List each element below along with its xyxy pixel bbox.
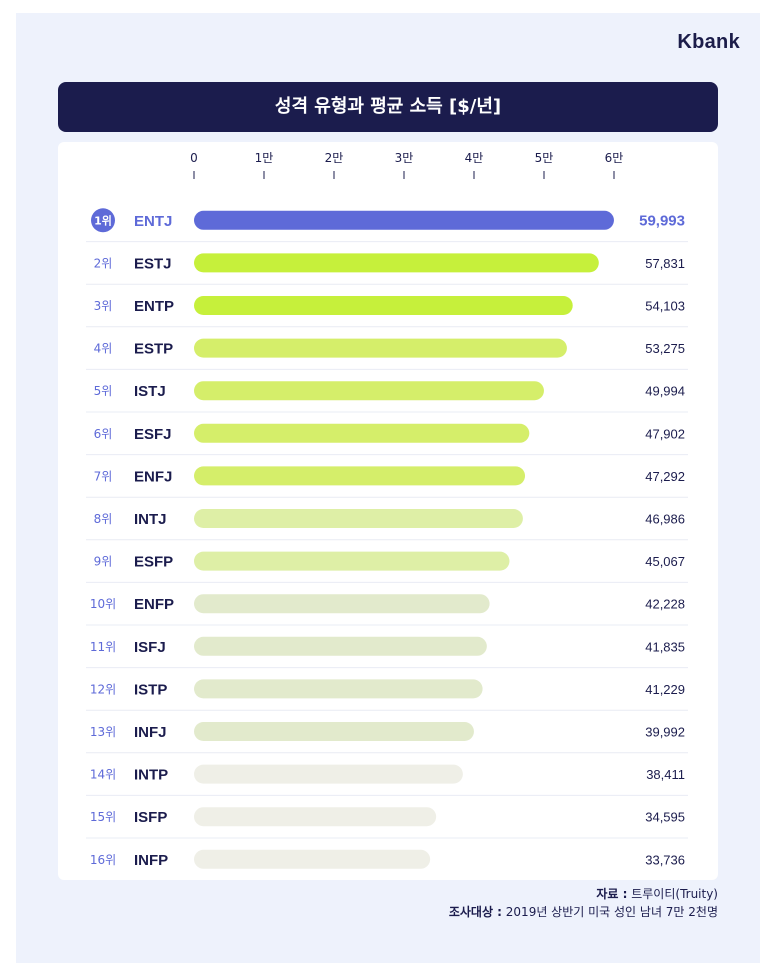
value-label: 33,736 (645, 852, 685, 867)
bar (194, 679, 483, 699)
source-line: 자료 : 트루이티(Truity) (449, 885, 718, 903)
rank-label: 8위 (94, 512, 113, 526)
bar (194, 253, 599, 273)
x-tick-label: 5만 (535, 151, 554, 165)
rank-label: 9위 (94, 555, 113, 569)
bar (194, 210, 614, 230)
value-label: 47,292 (645, 469, 685, 484)
chart-card: 0 1만 2만 3만 4만 5만 6만 1위 ENTJ 59,993 2위 ESTJ 57,831 3위 E… (58, 142, 718, 880)
bar (194, 423, 530, 443)
bar (194, 636, 487, 656)
category-label: ISFJ (134, 639, 166, 656)
category-label: ESFJ (134, 426, 172, 443)
category-label: ENFP (134, 596, 174, 613)
bar (194, 551, 510, 571)
category-label: INFP (134, 852, 168, 869)
rank-label: 15위 (90, 810, 116, 824)
value-label: 46,986 (645, 512, 685, 527)
bar (194, 466, 526, 486)
category-label: ENTJ (134, 213, 172, 230)
value-label: 39,992 (645, 725, 685, 740)
rank-label: 1위 (94, 214, 112, 227)
source-label: 자료 : (596, 887, 628, 901)
source-note: 자료 : 트루이티(Truity) 조사대상 : 2019년 상반기 미국 성인… (449, 885, 718, 921)
x-tick-label: 2만 (325, 151, 344, 165)
x-tick-label: 6만 (605, 151, 624, 165)
chart-title: 성격 유형과 평균 소득 [$/년] (274, 96, 502, 117)
survey-line: 조사대상 : 2019년 상반기 미국 성인 남녀 7만 2천명 (449, 903, 718, 921)
bar (194, 338, 567, 358)
rank-label: 2위 (94, 256, 113, 270)
survey-label: 조사대상 : (448, 905, 502, 919)
value-label: 49,994 (645, 384, 685, 399)
category-label: INTJ (134, 511, 167, 528)
category-label: ENTP (134, 298, 174, 315)
bar (194, 722, 474, 741)
category-label: ESFP (134, 554, 173, 571)
category-label: ENFJ (134, 468, 172, 485)
value-label: 54,103 (645, 299, 685, 314)
rank-label: 16위 (90, 853, 116, 867)
category-label: INFJ (134, 724, 167, 741)
rank-label: 7위 (94, 469, 113, 483)
value-label: 41,835 (645, 639, 685, 654)
value-label: 45,067 (645, 554, 685, 569)
category-label: ISFP (134, 809, 167, 826)
title-bar: 성격 유형과 평균 소득 [$/년] (58, 82, 718, 132)
source-text: 트루이티(Truity) (627, 887, 718, 901)
category-label: ISTP (134, 681, 167, 698)
value-label: 42,228 (645, 597, 685, 612)
bar (194, 807, 437, 827)
x-tick-label: 0 (190, 151, 198, 165)
survey-text: 2019년 상반기 미국 성인 남녀 7만 2천명 (501, 905, 718, 919)
bar (194, 296, 573, 315)
rank-label: 6위 (94, 427, 113, 441)
bar (194, 509, 523, 528)
value-label: 34,595 (645, 810, 685, 825)
rank-label: 5위 (94, 384, 113, 398)
category-label: ESTJ (134, 255, 172, 272)
rank-label: 13위 (90, 725, 116, 739)
rank-label: 10위 (90, 597, 116, 611)
value-label: 38,411 (646, 767, 685, 782)
x-tick-label: 4만 (465, 151, 484, 165)
category-label: ESTP (134, 341, 173, 358)
value-label: 41,229 (645, 682, 685, 697)
rank-label: 12위 (90, 682, 116, 696)
bar (194, 381, 544, 401)
value-label: 53,275 (645, 341, 685, 356)
value-label: 47,902 (645, 426, 685, 441)
rank-label: 3위 (94, 299, 113, 313)
infographic-page: Kbank 성격 유형과 평균 소득 [$/년] 0 1만 2만 3만 4만 5만 6만 1위… (16, 13, 760, 963)
category-label: INTP (134, 767, 168, 784)
value-label: 57,831 (645, 256, 685, 271)
category-label: ISTJ (134, 383, 166, 400)
rank-label: 14위 (90, 768, 116, 782)
x-tick-label: 3만 (395, 151, 414, 165)
rank-label: 11위 (90, 640, 116, 654)
bar-chart: 0 1만 2만 3만 4만 5만 6만 1위 ENTJ 59,993 2위 ESTJ 57,831 3위 E… (86, 151, 688, 869)
bar (194, 764, 463, 784)
rank-badge (91, 208, 115, 233)
bar (194, 849, 431, 869)
rank-label: 4위 (94, 342, 113, 356)
bar (194, 594, 490, 614)
kbank-logo: Kbank (677, 31, 740, 53)
x-tick-label: 1만 (255, 151, 274, 165)
value-label: 59,993 (639, 212, 685, 229)
